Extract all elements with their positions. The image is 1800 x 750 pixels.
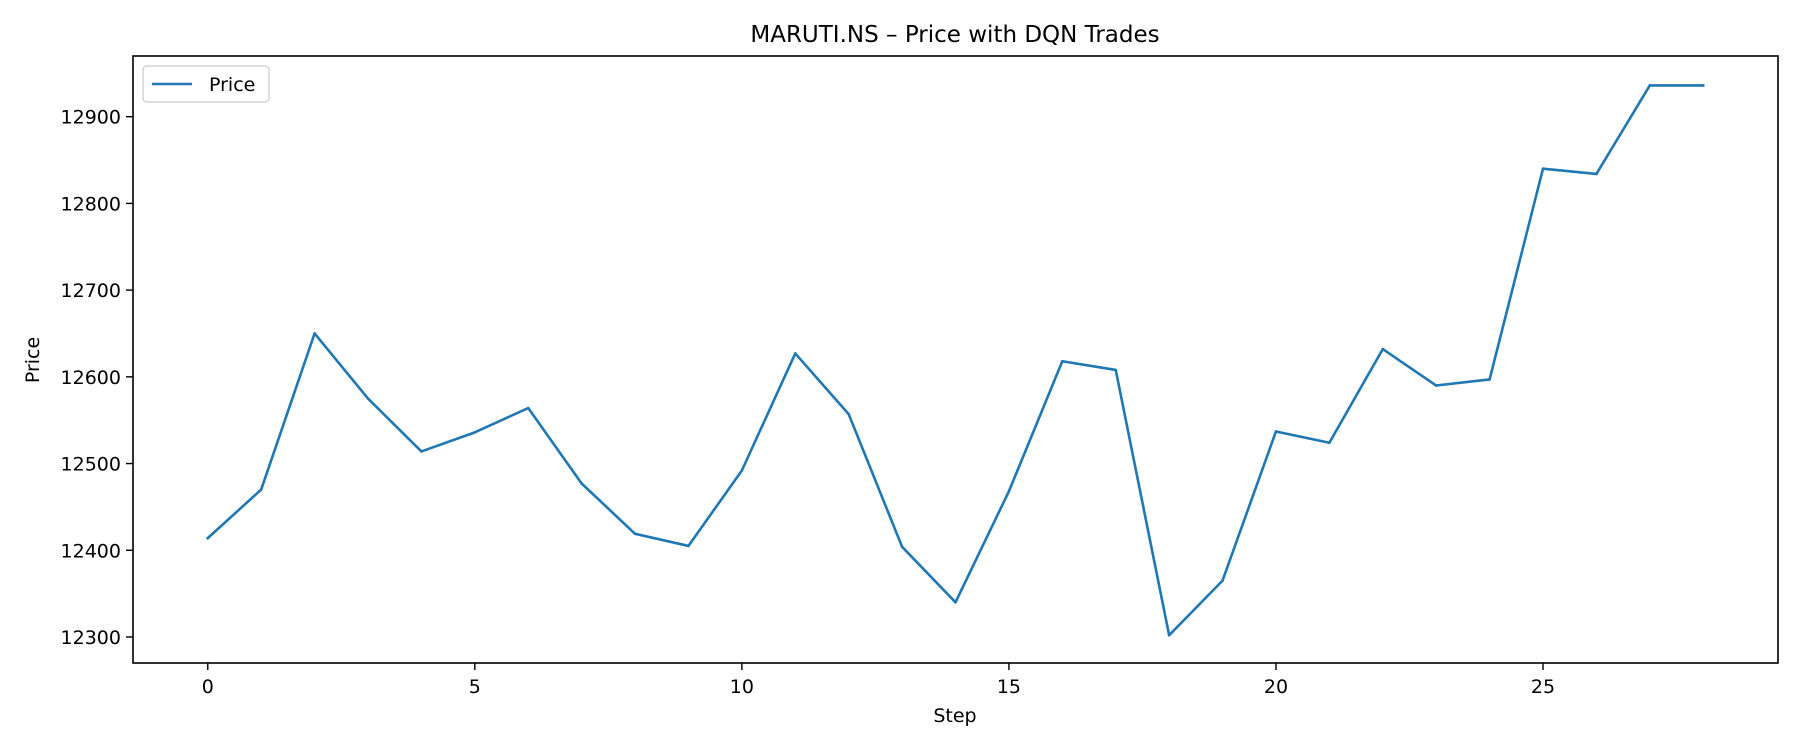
x-tick-label: 20 <box>1264 676 1288 698</box>
price-point <box>1328 441 1331 445</box>
x-tick-label: 0 <box>202 676 214 698</box>
price-point <box>1701 84 1705 87</box>
x-tick-label: 10 <box>730 676 754 698</box>
x-axis: 0 5 10 15 20 25 <box>202 663 1555 698</box>
price-point <box>847 412 850 416</box>
price-point <box>740 469 744 472</box>
x-tick-label: 15 <box>997 676 1021 698</box>
price-point <box>366 397 370 400</box>
y-tick-label: 12900 <box>61 107 121 129</box>
y-tick-label: 12700 <box>61 280 121 302</box>
y-axis-label: Price <box>22 337 44 383</box>
y-tick-label: 12300 <box>61 627 121 649</box>
price-point <box>420 450 423 453</box>
price-point <box>259 488 263 491</box>
price-point <box>1488 378 1491 381</box>
price-point <box>473 431 477 434</box>
price-point <box>1007 490 1011 493</box>
price-point <box>526 406 530 410</box>
price-point <box>687 544 690 548</box>
price-point <box>1114 368 1118 372</box>
price-point <box>1221 579 1224 582</box>
price-point <box>1061 359 1064 363</box>
price-point <box>1274 430 1278 433</box>
price-point <box>793 352 797 355</box>
plot-frame <box>132 55 1779 664</box>
price-point <box>900 545 904 549</box>
y-tick-label: 12500 <box>61 454 121 476</box>
legend-label: Price <box>209 74 255 96</box>
x-tick-label: 25 <box>1531 676 1555 698</box>
x-tick-label: 5 <box>469 676 481 698</box>
y-axis: 12300 12400 12500 12600 12700 12800 12900 <box>61 107 133 649</box>
legend: Price <box>142 65 270 103</box>
y-tick-label: 12800 <box>61 193 121 215</box>
price-point <box>1595 172 1598 176</box>
legend-box <box>142 65 270 103</box>
price-point <box>1541 167 1545 171</box>
price-point <box>954 601 957 604</box>
x-axis-label: Step <box>933 705 976 727</box>
price-point <box>1648 84 1652 87</box>
price-point <box>580 482 583 485</box>
price-points <box>206 84 1705 637</box>
chart-title: MARUTI.NS – Price with DQN Trades <box>750 22 1159 48</box>
price-point <box>1434 384 1438 387</box>
y-tick-label: 12400 <box>61 540 121 562</box>
price-point <box>633 532 637 536</box>
price-point <box>313 332 316 335</box>
y-tick-label: 12600 <box>61 367 121 389</box>
price-point <box>206 536 210 540</box>
price-point <box>1167 633 1171 637</box>
price-point <box>1381 347 1385 351</box>
plot-area <box>133 56 1778 663</box>
